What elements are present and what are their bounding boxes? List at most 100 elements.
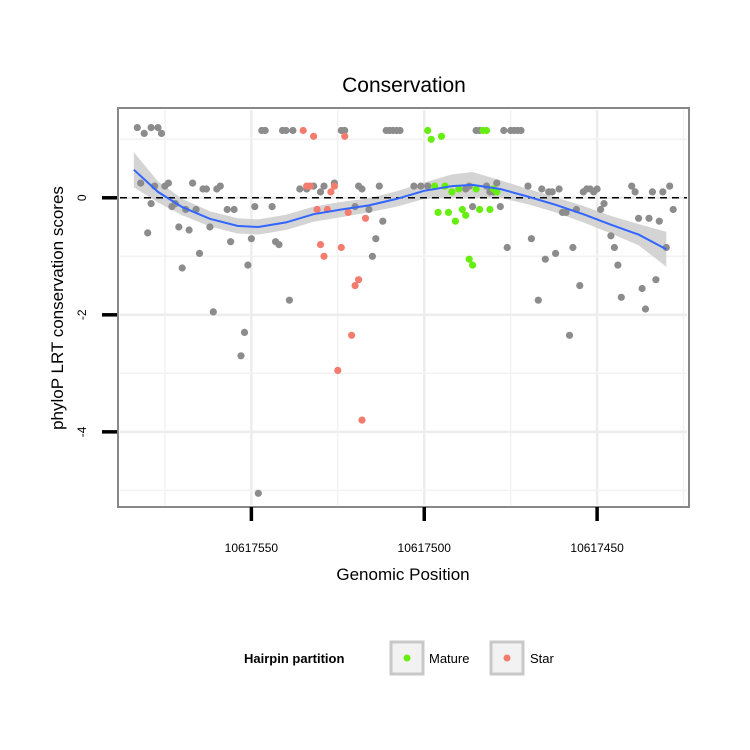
legend-label-mature: Mature bbox=[429, 651, 469, 666]
point-other bbox=[358, 185, 366, 193]
point-other bbox=[600, 200, 608, 208]
y-tick-label: -2 bbox=[75, 309, 89, 320]
point-other bbox=[548, 188, 556, 196]
point-mature bbox=[434, 208, 442, 216]
point-other bbox=[251, 203, 259, 211]
point-star bbox=[355, 276, 363, 284]
point-mature bbox=[458, 205, 466, 214]
point-other bbox=[641, 305, 650, 313]
point-other bbox=[185, 226, 193, 234]
point-other bbox=[341, 126, 349, 135]
point-mature bbox=[472, 185, 480, 193]
point-other bbox=[133, 124, 141, 132]
point-mature bbox=[437, 132, 446, 140]
point-other bbox=[209, 308, 217, 316]
point-other bbox=[275, 241, 283, 249]
point-other bbox=[607, 232, 615, 240]
y-tick-label: -4 bbox=[75, 426, 89, 437]
point-star bbox=[313, 205, 321, 214]
y-tick-label: 0 bbox=[75, 194, 89, 201]
point-other bbox=[247, 235, 255, 243]
x-axis: 10617550 10617500 10617450 bbox=[225, 507, 624, 555]
point-other bbox=[223, 205, 231, 214]
point-star bbox=[310, 132, 318, 140]
point-mature bbox=[493, 188, 501, 196]
point-other bbox=[216, 182, 224, 190]
point-star bbox=[341, 132, 349, 140]
point-other bbox=[593, 185, 601, 193]
point-other bbox=[659, 188, 667, 196]
point-other bbox=[365, 205, 373, 214]
legend: Hairpin partition Mature Star bbox=[244, 640, 555, 676]
point-other bbox=[195, 249, 204, 257]
plot-panel bbox=[117, 107, 690, 508]
point-other bbox=[496, 203, 504, 211]
point-other bbox=[316, 188, 325, 196]
point-other bbox=[538, 185, 546, 193]
point-other bbox=[638, 284, 646, 293]
point-other bbox=[669, 205, 677, 214]
point-other bbox=[541, 255, 549, 263]
gridlines bbox=[120, 110, 687, 505]
point-star bbox=[327, 188, 335, 196]
point-other bbox=[569, 243, 577, 252]
legend-title: Hairpin partition bbox=[244, 651, 344, 666]
point-other bbox=[240, 328, 249, 336]
point-star bbox=[330, 182, 338, 190]
point-other bbox=[597, 205, 605, 214]
x-tick-label: 10617500 bbox=[398, 541, 452, 555]
point-other bbox=[617, 293, 625, 301]
point-mature bbox=[482, 126, 491, 135]
point-star bbox=[306, 182, 314, 190]
point-star bbox=[348, 331, 356, 339]
point-other bbox=[645, 214, 653, 222]
y-axis-title: phyloP LRT conservation scores bbox=[48, 186, 67, 430]
loess-smooth-line bbox=[133, 168, 667, 251]
point-other bbox=[565, 331, 574, 339]
legend-swatch-star bbox=[503, 654, 511, 662]
legend-swatch-mature bbox=[403, 654, 411, 662]
point-other bbox=[237, 352, 245, 360]
point-other bbox=[652, 276, 660, 284]
point-other bbox=[147, 200, 155, 208]
point-other bbox=[417, 182, 425, 190]
smooth-confidence-band bbox=[133, 152, 667, 267]
point-other bbox=[230, 205, 238, 214]
point-other bbox=[320, 182, 328, 190]
smooth-curve bbox=[133, 168, 667, 251]
x-axis-title: Genomic Position bbox=[336, 565, 469, 584]
x-tick-label: 10617550 bbox=[225, 541, 279, 555]
point-star bbox=[337, 243, 345, 252]
point-other bbox=[164, 179, 172, 187]
point-other bbox=[666, 182, 674, 190]
point-other bbox=[655, 217, 663, 225]
point-other bbox=[296, 185, 304, 193]
point-other bbox=[175, 223, 183, 231]
point-other bbox=[154, 124, 162, 132]
point-other bbox=[368, 252, 376, 260]
point-other bbox=[289, 126, 297, 135]
point-other bbox=[375, 182, 383, 190]
point-other bbox=[628, 182, 636, 190]
point-mature bbox=[451, 217, 459, 225]
point-mature bbox=[455, 185, 463, 193]
point-other bbox=[534, 296, 542, 304]
legend-label-star: Star bbox=[530, 651, 555, 666]
point-star bbox=[344, 208, 352, 216]
point-other bbox=[178, 264, 186, 272]
point-other bbox=[424, 182, 432, 190]
point-other bbox=[189, 179, 197, 187]
point-other bbox=[469, 203, 477, 211]
point-other bbox=[503, 243, 511, 252]
point-other bbox=[206, 223, 214, 231]
point-mature bbox=[448, 188, 456, 196]
point-mature bbox=[424, 126, 432, 135]
point-other bbox=[268, 203, 276, 211]
point-star bbox=[316, 241, 325, 249]
point-other bbox=[527, 235, 536, 243]
point-mature bbox=[469, 261, 477, 269]
point-other bbox=[157, 129, 166, 137]
point-other bbox=[227, 238, 235, 246]
point-other bbox=[648, 188, 657, 196]
point-star bbox=[334, 366, 342, 374]
